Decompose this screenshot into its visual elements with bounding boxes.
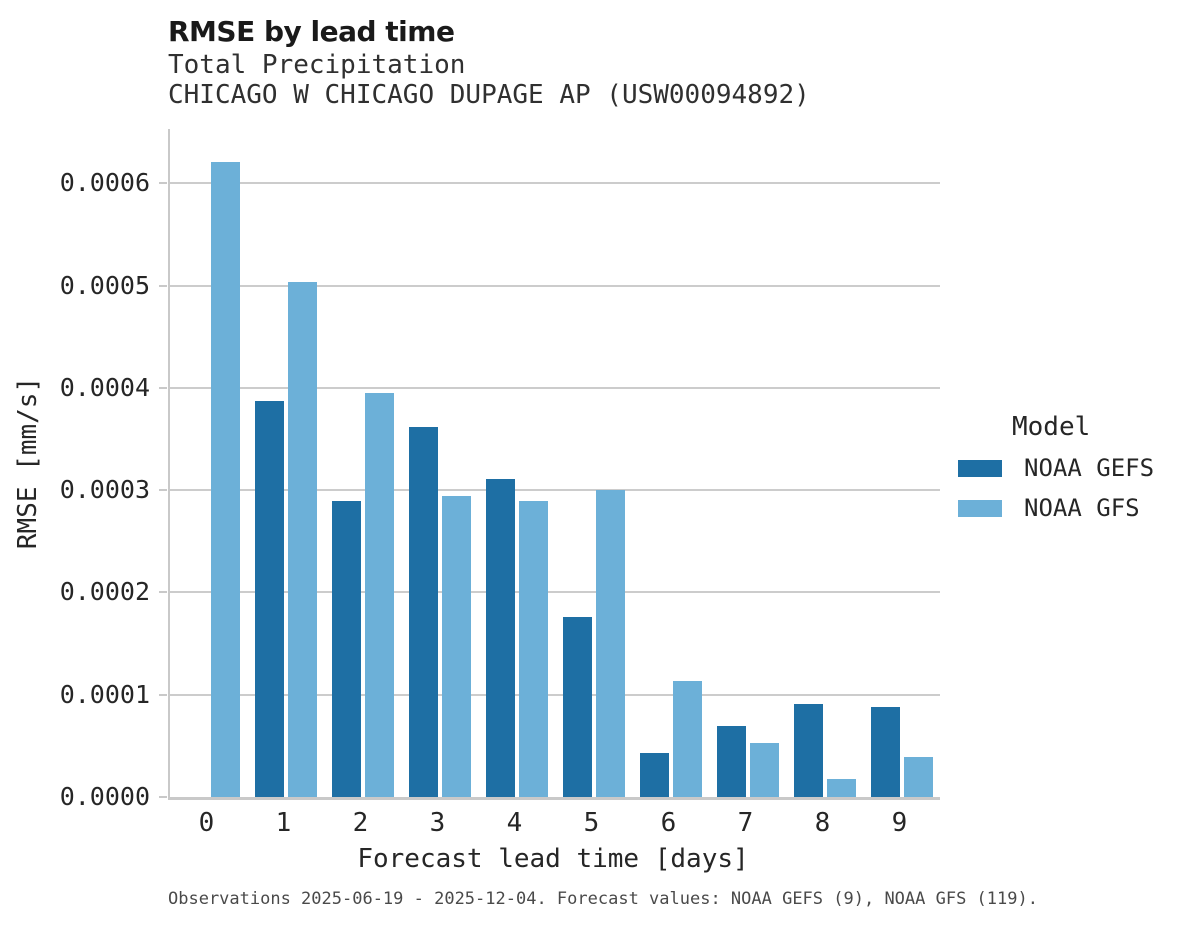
x-tick-label: 2 [352, 808, 369, 838]
y-tick-mark [159, 284, 167, 287]
legend-label-gfs: NOAA GFS [1024, 494, 1140, 522]
y-axis-title: RMSE [mm/s] [13, 376, 43, 550]
gefs-swatch-icon [958, 459, 1002, 477]
bar-noaa-gefs-day6 [639, 753, 669, 797]
y-tick-label: 0.0005 [59, 270, 150, 300]
y-tick-mark [159, 386, 167, 389]
bar-noaa-gfs-day9 [903, 757, 933, 797]
legend-label-gefs: NOAA GEFS [1024, 454, 1155, 482]
legend-title: Model [1012, 412, 1091, 442]
chart-title: RMSE by lead time [168, 15, 455, 48]
y-tick-mark [159, 693, 167, 696]
x-tick-label: 9 [891, 808, 908, 838]
gridline [170, 284, 940, 287]
legend-item-gfs: NOAA GFS [958, 494, 1154, 522]
chart-caption: Observations 2025-06-19 - 2025-12-04. Fo… [168, 889, 1038, 909]
chart-subtitle-station: CHICAGO W CHICAGO DUPAGE AP (USW00094892… [168, 80, 810, 110]
y-tick-mark [159, 796, 167, 798]
x-tick-label: 6 [660, 808, 677, 838]
bar-noaa-gfs-day2 [364, 392, 394, 797]
x-tick-label: 1 [275, 808, 292, 838]
bar-noaa-gefs-day7 [716, 726, 746, 797]
x-tick-label: 3 [429, 808, 446, 838]
y-tick-label: 0.0004 [59, 372, 150, 402]
x-tick-label: 4 [506, 808, 523, 838]
gridline [170, 489, 940, 492]
bar-noaa-gfs-day7 [749, 742, 779, 797]
gfs-swatch-icon [958, 499, 1002, 517]
bar-noaa-gefs-day8 [793, 703, 823, 797]
bar-noaa-gefs-day5 [562, 616, 592, 797]
bar-noaa-gefs-day3 [408, 426, 438, 797]
gridline [170, 386, 940, 389]
x-tick-label: 8 [814, 808, 831, 838]
bar-noaa-gfs-day3 [441, 496, 471, 797]
legend-item-gefs: NOAA GEFS [958, 454, 1154, 482]
y-tick-mark [159, 182, 167, 185]
y-tick-label: 0.0001 [59, 679, 150, 709]
x-tick-label: 5 [583, 808, 600, 838]
bar-noaa-gefs-day2 [331, 501, 361, 797]
gridline [170, 591, 940, 594]
bar-noaa-gefs-day1 [254, 401, 284, 797]
y-tick-mark [159, 489, 167, 492]
bar-noaa-gefs-day9 [870, 706, 900, 797]
chart-subtitle-variable: Total Precipitation [168, 50, 466, 80]
bar-noaa-gfs-day4 [518, 501, 548, 797]
y-tick-mark [159, 591, 167, 594]
bar-noaa-gfs-day0 [210, 161, 240, 797]
x-tick-label: 0 [198, 808, 215, 838]
y-tick-label: 0.0002 [59, 577, 150, 607]
plot-area [168, 129, 940, 800]
bar-noaa-gefs-day4 [485, 478, 515, 797]
y-tick-label: 0.0006 [59, 168, 150, 198]
x-tick-label: 7 [737, 808, 754, 838]
legend: Model NOAA GEFS NOAA GFS [958, 412, 1154, 534]
gridline [170, 693, 940, 696]
x-axis-title: Forecast lead time [days] [357, 844, 749, 874]
y-tick-label: 0.0003 [59, 475, 150, 505]
bar-noaa-gfs-day8 [826, 778, 856, 797]
gridline [170, 182, 940, 185]
bar-noaa-gfs-day6 [672, 681, 702, 797]
bar-noaa-gfs-day1 [287, 282, 317, 797]
bar-noaa-gfs-day5 [595, 490, 625, 797]
y-tick-label: 0.0000 [59, 782, 150, 811]
